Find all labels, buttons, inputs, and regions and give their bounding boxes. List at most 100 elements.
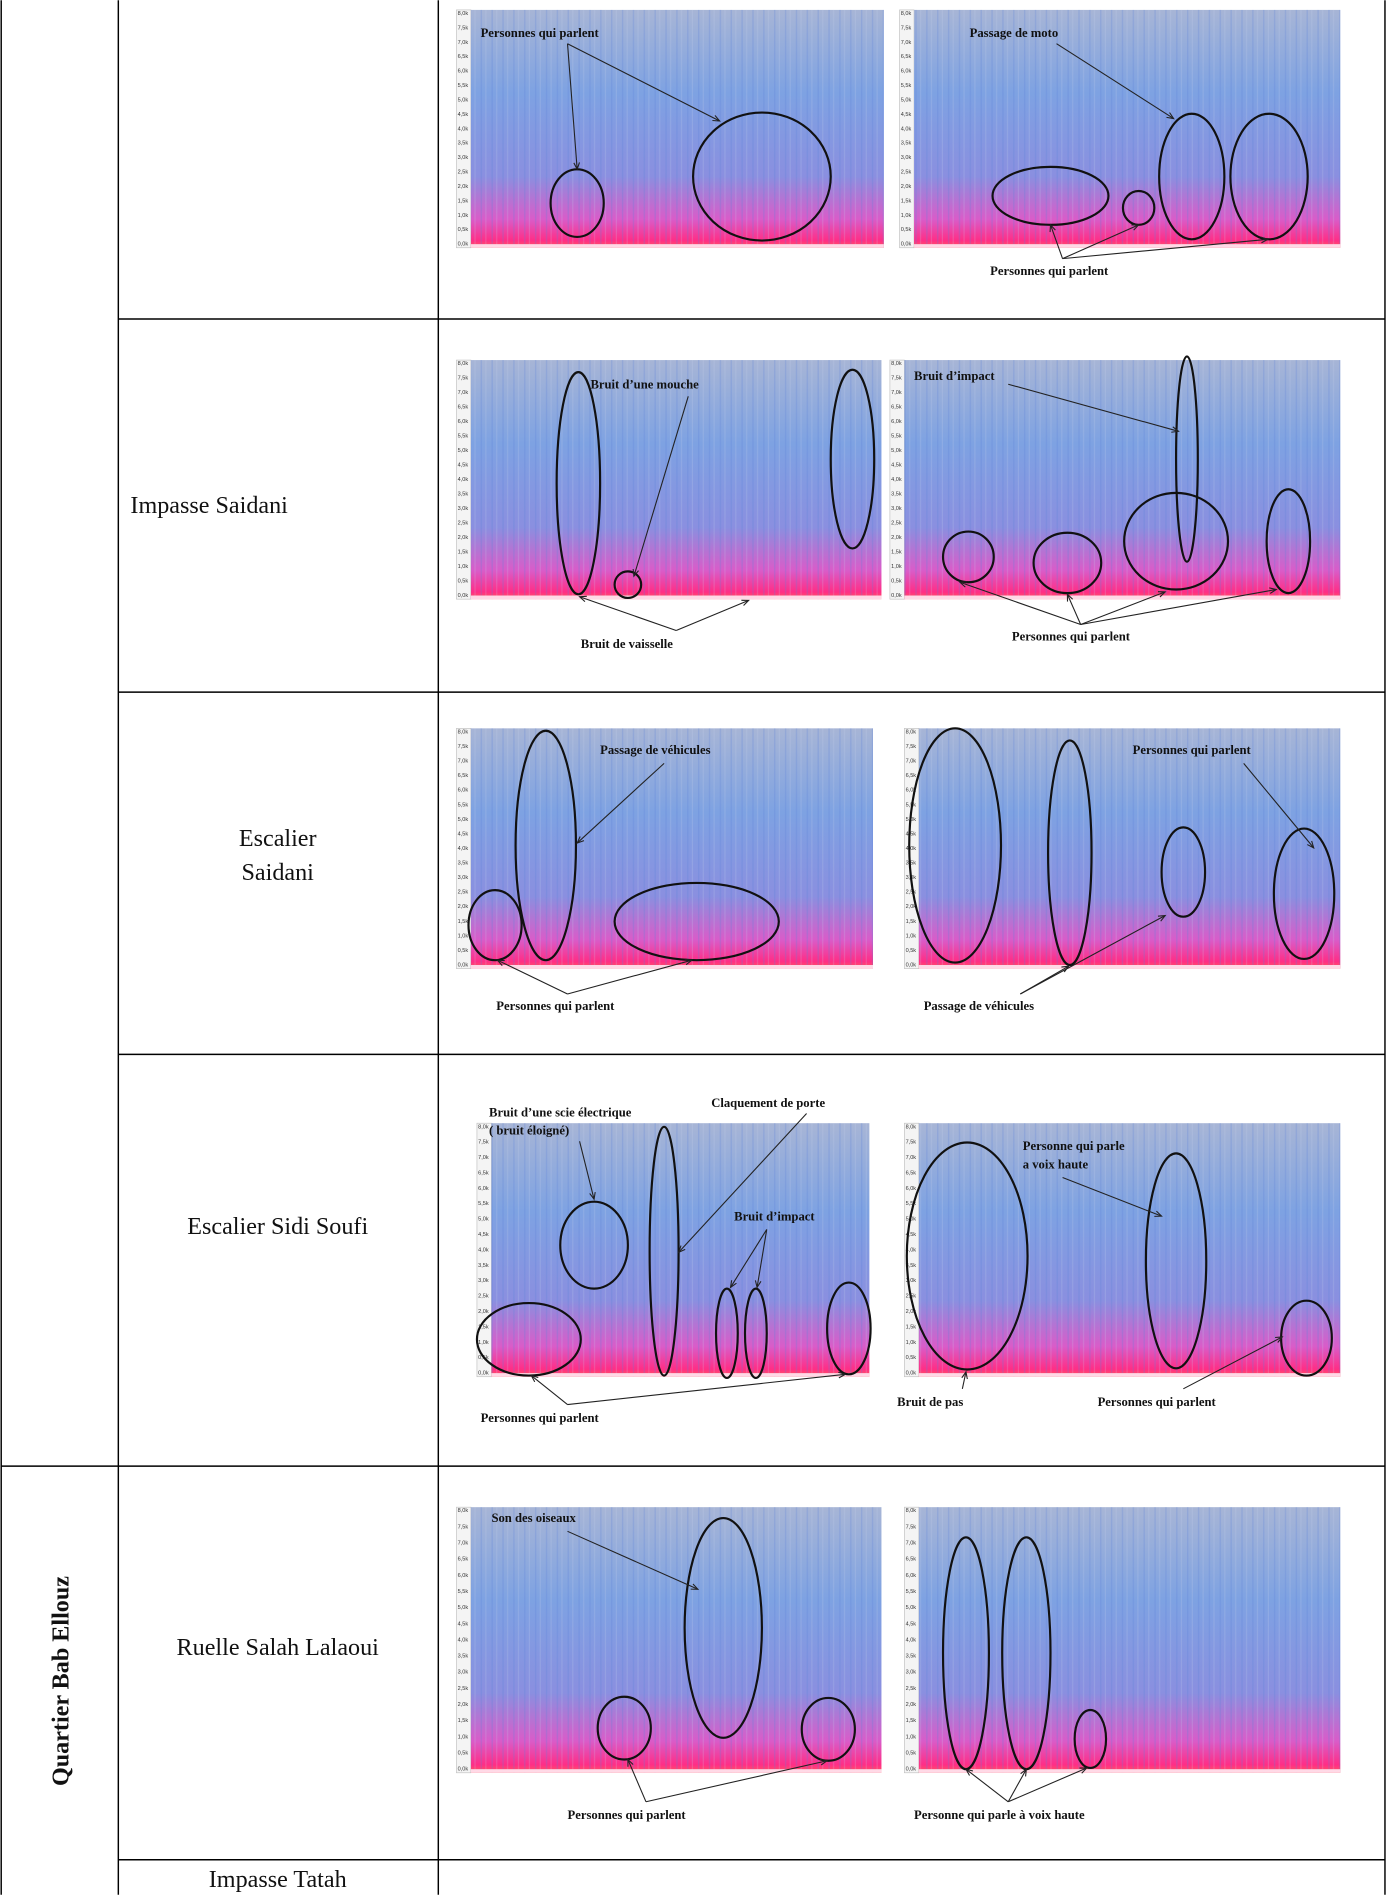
annotation-ellipse [1032,531,1103,595]
frequency-tick: 3,5k [458,1654,469,1660]
spectrogram-figure: 8,0k 7,5k 7,0k 6,5k 6,0k 5,5k 5,0k 4,5k 4,0k 3,5k… [899,9,1341,278]
frequency-tick: 4,5k [906,1621,917,1627]
annotation-ellipse [908,727,1003,964]
spectrogram-figure: 8,0k 7,5k 7,0k 6,5k 6,0k 5,5k 5,0k 4,5k 4,0k 3,5k… [889,355,1341,644]
annotation-arrow [567,1530,699,1590]
frequency-tick: 1,5k [906,1324,917,1330]
annotation-label: Personne qui parle à voix haute [914,1808,1085,1822]
frequency-tick: 3,0k [458,506,469,512]
annotation-arrow [567,1373,846,1406]
frequency-tick: 3,5k [458,492,469,498]
frequency-tick: 7,5k [458,744,469,750]
frequency-tick: 5,5k [906,1589,917,1595]
frequency-tick: 4,5k [478,1232,489,1238]
frequency-tick: 4,0k [458,477,469,483]
spectrogram-floor [491,1373,870,1377]
frequency-tick: 4,5k [901,112,912,118]
frequency-tick: 0,0k [901,242,912,248]
location-name: Escalier [239,825,317,852]
frequency-tick: 0,0k [458,242,469,248]
annotation-label: Personnes qui parlent [1012,630,1131,644]
annotation-arrow [579,596,677,632]
arrow-head [1154,1210,1163,1217]
location-name: Impasse Saidani [130,492,288,519]
spectrogram-texture [904,360,1341,600]
frequency-tick: 5,5k [458,802,469,808]
annotation-arrow [730,1229,768,1288]
frequency-tick: 4,5k [906,1232,917,1238]
annotation-ellipse [613,570,643,600]
frequency-tick: 2,0k [458,184,469,190]
frequency-tick: 2,0k [906,904,917,910]
arrow-head [1171,426,1180,433]
spectrogram-floor [470,244,884,248]
frequency-tick: 2,5k [458,890,469,896]
frequency-tick: 7,5k [458,25,469,31]
frequency-tick: 6,0k [906,788,917,794]
frequency-tick: 7,5k [906,1524,917,1530]
frequency-tick: 0,0k [891,593,902,599]
frequency-tick: 8,0k [901,11,912,17]
annotation-ellipse [1174,355,1199,563]
frequency-tick: 3,5k [906,861,917,867]
arrow-head [632,568,639,578]
spectrogram-figure: 8,0k 7,5k 7,0k 6,5k 6,0k 5,5k 5,0k 4,5k 4,0k 3,5k… [904,1506,1341,1822]
frequency-tick: 4,5k [906,831,917,837]
annotation-ellipse [475,1302,582,1377]
annotation-label: Claquement de porte [711,1096,825,1110]
frequency-tick: 3,5k [478,1263,489,1269]
frequency-tick: 6,0k [901,69,912,75]
frequency-tick: 1,5k [458,198,469,204]
frequency-tick: 4,0k [891,477,902,483]
annotation-arrow [678,1113,807,1253]
frequency-tick: 2,0k [478,1309,489,1315]
arrow-head [1079,1767,1089,1774]
frequency-tick: 0,0k [906,962,917,968]
spectrogram-texture [470,9,884,248]
frequency-tick: 0,5k [906,948,917,954]
frequency-tick: 5,0k [458,817,469,823]
annotation-label: Bruit d’une scie électrique [489,1105,632,1119]
annotation-arrow [1020,915,1166,995]
frequency-tick: 4,5k [458,1621,469,1627]
annotation-arrow [959,581,1081,626]
arrow-head [712,115,721,122]
frequency-tick: 6,5k [458,405,469,411]
frequency-tick: 3,0k [906,1278,917,1284]
annotation-arrow [566,43,578,170]
frequency-tick: 1,5k [458,550,469,556]
annotation-ellipse [829,368,876,550]
frequency-tick: 4,0k [906,1637,917,1643]
frequency-tick: 1,0k [458,1734,469,1740]
frequency-tick: 0,5k [458,579,469,585]
frequency-tick: 8,0k [478,1124,489,1130]
annotation-label: Son des oiseaux [491,1511,576,1525]
annotation-arrow [1008,1767,1087,1803]
frequency-tick: 7,5k [906,744,917,750]
frequency-tick: 1,0k [458,933,469,939]
frequency-tick: 7,5k [906,1140,917,1146]
frequency-tick: 0,0k [906,1371,917,1377]
frequency-tick: 4,0k [458,126,469,132]
frequency-tick: 4,0k [906,846,917,852]
spectrogram-texture [914,9,1341,248]
arrow-head [964,1768,974,1776]
frequency-tick: 3,0k [458,875,469,881]
spectrogram-floor [918,1373,1341,1377]
spectrogram-texture [470,1507,882,1773]
annotation-arrow [675,599,749,632]
arrow-head [578,595,587,603]
annotation-ellipse [1158,112,1226,241]
arrow-head [1157,591,1167,598]
frequency-tick: 0,5k [891,579,902,585]
frequency-tick: 7,0k [458,40,469,46]
annotation-arrow [633,396,689,577]
annotation-ellipse [555,371,602,596]
annotation-arrow [567,43,720,122]
annotation-ellipse [714,1287,739,1380]
frequency-tick: 0,0k [906,1767,917,1773]
spectrogram-floor [470,1769,882,1773]
frequency-tick: 5,0k [458,448,469,454]
arrow-head [684,958,694,966]
frequency-tick: 4,5k [458,831,469,837]
